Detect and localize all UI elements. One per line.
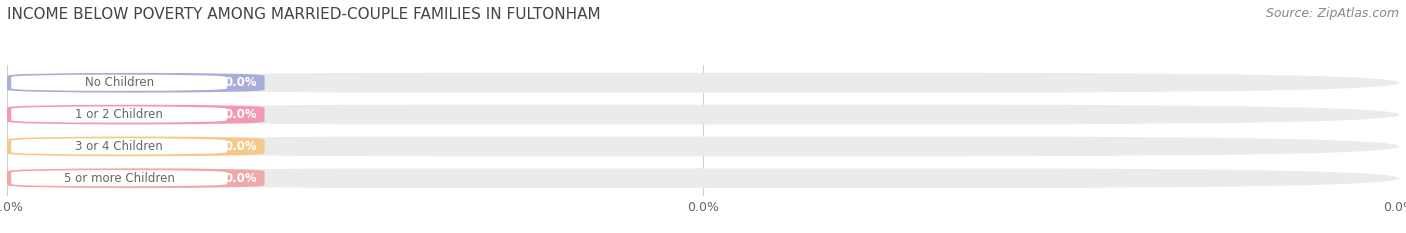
Text: 3 or 4 Children: 3 or 4 Children <box>75 140 163 153</box>
Text: 0.0%: 0.0% <box>225 140 257 153</box>
FancyBboxPatch shape <box>11 170 226 186</box>
FancyBboxPatch shape <box>7 73 264 93</box>
FancyBboxPatch shape <box>7 137 1399 156</box>
FancyBboxPatch shape <box>7 73 1399 93</box>
Text: 0.0%: 0.0% <box>225 108 257 121</box>
Text: 0.0%: 0.0% <box>225 172 257 185</box>
Text: No Children: No Children <box>84 76 153 89</box>
FancyBboxPatch shape <box>11 75 226 91</box>
Text: 1 or 2 Children: 1 or 2 Children <box>75 108 163 121</box>
FancyBboxPatch shape <box>7 137 264 156</box>
Text: Source: ZipAtlas.com: Source: ZipAtlas.com <box>1265 7 1399 20</box>
FancyBboxPatch shape <box>11 138 226 154</box>
FancyBboxPatch shape <box>11 106 226 123</box>
FancyBboxPatch shape <box>7 105 1399 124</box>
FancyBboxPatch shape <box>7 105 264 124</box>
FancyBboxPatch shape <box>7 168 1399 188</box>
Text: INCOME BELOW POVERTY AMONG MARRIED-COUPLE FAMILIES IN FULTONHAM: INCOME BELOW POVERTY AMONG MARRIED-COUPL… <box>7 7 600 22</box>
Text: 5 or more Children: 5 or more Children <box>63 172 174 185</box>
Text: 0.0%: 0.0% <box>225 76 257 89</box>
FancyBboxPatch shape <box>7 168 264 188</box>
